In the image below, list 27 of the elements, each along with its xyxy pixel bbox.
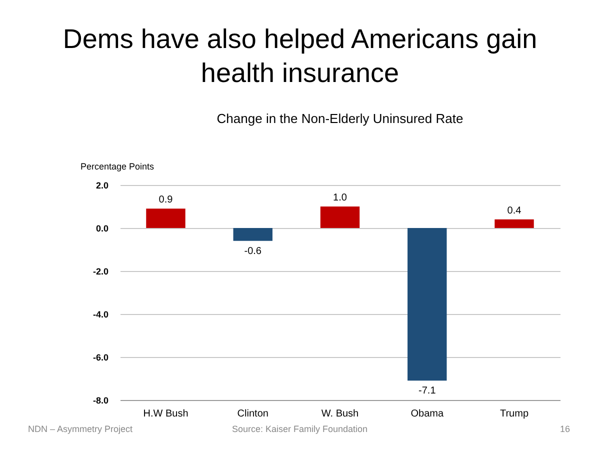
- bar: [233, 228, 272, 241]
- bar: [146, 208, 186, 228]
- text: NDN – Asymmetry Project: [28, 424, 133, 434]
- data-label: 0.9: [158, 194, 174, 206]
- bar: [320, 206, 360, 228]
- x-tick-label: W. Bush: [321, 408, 359, 420]
- data-label: 1.0: [333, 192, 348, 204]
- chart-subtitle: Change in the Non-Elderly Uninsured Rate: [216, 111, 464, 126]
- bar: [408, 228, 447, 381]
- text: 16: [560, 424, 570, 434]
- source-note: Source: Kaiser Family Foundation: [232, 424, 368, 434]
- y-tick-label: 2.0: [96, 180, 108, 190]
- data-label: 0.4: [507, 205, 522, 216]
- y-tick-label: -2.0: [92, 266, 108, 276]
- data-label: -7.1: [418, 386, 436, 397]
- y-tick-label: -4.0: [92, 310, 108, 320]
- bar: [494, 219, 534, 228]
- x-tick-label: Clinton: [237, 408, 268, 420]
- x-tick-label: Obama: [410, 408, 444, 420]
- x-tick-label: H.W Bush: [143, 408, 188, 420]
- data-label: -0.6: [244, 246, 262, 257]
- y-tick-label: -6.0: [92, 352, 108, 362]
- y-axis-title: Percentage Points: [80, 162, 155, 172]
- x-tick-label: Trump: [500, 408, 529, 420]
- y-tick-label: 0.0: [96, 224, 108, 234]
- chart-title: Dems have also helped Americans gain health insurance: [62, 23, 538, 90]
- y-tick-label: -8.0: [92, 396, 108, 406]
